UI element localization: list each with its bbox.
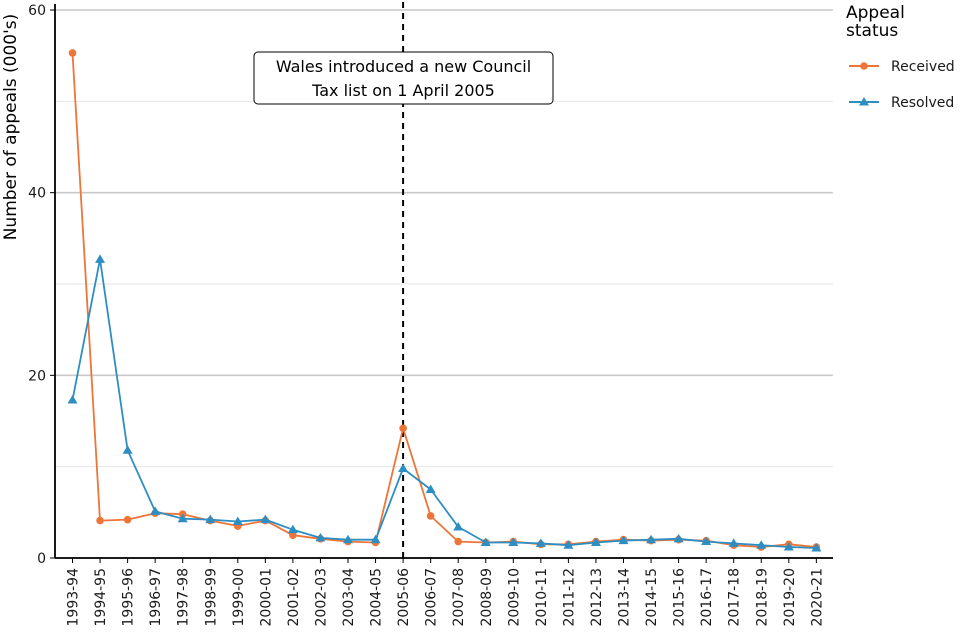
x-tick-label: 2014-15 (644, 568, 660, 627)
legend-resolved-marker (859, 97, 869, 106)
x-tick-label: 2000-01 (258, 568, 274, 627)
point-received (289, 531, 297, 539)
point-resolved (150, 506, 161, 515)
point-received (454, 537, 463, 546)
x-tick-label: 2013-14 (617, 568, 633, 627)
legend-title-line-1: Appeal (846, 3, 905, 23)
point-resolved (590, 537, 601, 546)
x-tick-label: 2009-10 (506, 568, 522, 627)
annotation-line-1: Wales introduced a new Council (276, 57, 531, 76)
point-resolved (480, 537, 491, 546)
x-tick-label: 2016-17 (699, 568, 715, 627)
x-tick-label: 2018-19 (754, 568, 770, 627)
x-tick-label: 2005-06 (396, 568, 412, 627)
x-tick-label: 2012-13 (589, 568, 605, 627)
annotation-line-2: Tax list on 1 April 2005 (311, 81, 495, 100)
x-tick-label: 2011-12 (561, 568, 577, 627)
legend-received-marker (860, 62, 868, 70)
series-received (68, 49, 821, 551)
legend-label-received: Received (891, 59, 955, 75)
x-tick-label: 2010-11 (534, 568, 550, 627)
point-resolved (563, 540, 574, 549)
point-resolved (122, 445, 133, 454)
x-tick-label: 2019-20 (782, 568, 798, 627)
x-tick-label: 2004-05 (369, 568, 385, 627)
x-tick-label: 2007-08 (451, 568, 467, 627)
x-tick-label: 1998-99 (203, 568, 219, 627)
legend-label-resolved: Resolved (891, 95, 954, 111)
y-axis: 0 20 40 60 (28, 3, 56, 567)
point-resolved (728, 538, 739, 547)
x-tick-label: 2017-18 (727, 568, 743, 627)
y-tick-label: 20 (28, 368, 46, 384)
legend: Appeal status Received Resolved (846, 3, 955, 111)
x-tick-label: 2015-16 (672, 568, 688, 627)
point-resolved (398, 463, 409, 472)
point-resolved (67, 394, 78, 404)
y-tick-label: 0 (37, 551, 46, 567)
point-resolved (508, 537, 519, 546)
point-resolved (453, 521, 464, 531)
y-tick-label: 60 (28, 3, 46, 19)
x-tick-label: 1995-96 (121, 568, 137, 627)
y-axis-title: Number of appeals (000's) (1, 14, 21, 241)
point-resolved (370, 534, 381, 544)
x-tick-label: 1993-94 (66, 568, 82, 627)
point-received (426, 512, 435, 520)
x-tick-label: 1999-00 (231, 568, 247, 627)
point-received (96, 516, 104, 525)
x-tick-label: 2003-04 (341, 568, 357, 627)
annotation-box (253, 51, 554, 105)
point-resolved (535, 538, 546, 547)
annotation: Wales introduced a new Council Tax list … (253, 51, 554, 105)
point-resolved (783, 542, 794, 551)
x-tick-label: 2006-07 (424, 568, 440, 627)
x-tick-label: 2001-02 (286, 568, 302, 627)
series-line-resolved (71, 258, 817, 549)
point-resolved (95, 254, 106, 263)
point-resolved (205, 514, 216, 524)
x-tick-label: 2002-03 (313, 568, 329, 627)
point-resolved (343, 534, 353, 544)
point-resolved (315, 532, 326, 542)
point-resolved (177, 513, 188, 523)
series-layer (67, 49, 822, 552)
y-tick-label: 40 (28, 186, 46, 202)
point-resolved (425, 484, 436, 493)
series-line-received (71, 52, 817, 548)
x-axis: 1993-94 1994-95 1995-96 1996-97 1997-98 1998-… (55, 557, 833, 627)
point-received (68, 49, 77, 57)
point-resolved (701, 536, 712, 546)
x-tick-label: 2008-09 (479, 568, 495, 627)
point-resolved (811, 542, 822, 552)
point-resolved (260, 514, 271, 524)
x-tick-label: 1997-98 (176, 568, 192, 627)
x-tick-label: 2020-21 (809, 568, 825, 627)
series-resolved (67, 254, 822, 552)
point-received (399, 424, 407, 433)
x-tick-label: 1994-95 (93, 568, 109, 627)
x-tick-label: 1996-97 (148, 568, 164, 627)
point-received (123, 515, 132, 524)
point-resolved (673, 533, 684, 543)
legend-title-line-2: status (846, 21, 898, 41)
point-resolved (287, 524, 298, 534)
point-resolved (646, 534, 657, 544)
point-resolved (756, 540, 767, 549)
point-resolved (232, 516, 243, 525)
point-resolved (618, 535, 629, 545)
